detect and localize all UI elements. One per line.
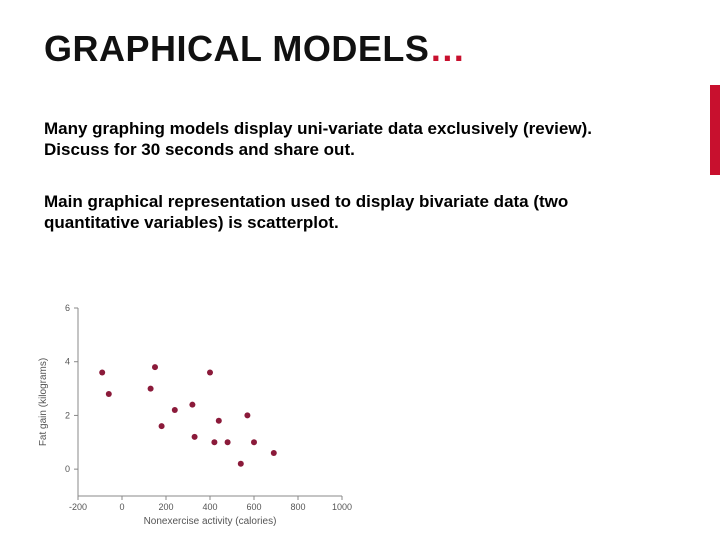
data-point (152, 364, 158, 370)
x-tick-label: 0 (119, 502, 124, 512)
y-tick-label: 2 (65, 410, 70, 420)
x-tick-label: 400 (202, 502, 217, 512)
accent-bar (710, 85, 720, 175)
x-axis-label: Nonexercise activity (calories) (144, 516, 277, 527)
data-point (106, 391, 112, 397)
paragraph-2: Main graphical representation used to di… (44, 191, 604, 234)
y-tick-label: 4 (65, 357, 70, 367)
scatterplot: -200 0 200 400 600 800 1000 0 2 4 6 Nonexercise act… (32, 300, 352, 530)
data-point (244, 412, 250, 418)
x-tick-label: 200 (158, 502, 173, 512)
data-point (251, 439, 257, 445)
data-point (99, 369, 105, 375)
data-point (271, 450, 277, 456)
x-tick-label: -200 (69, 502, 87, 512)
data-point (192, 434, 198, 440)
y-tick-label: 6 (65, 303, 70, 313)
title-text: GRAPHICAL MODELS (44, 28, 429, 69)
x-tick-label: 600 (246, 502, 261, 512)
paragraph-1: Many graphing models display uni-variate… (44, 118, 604, 161)
slide-content: GRAPHICAL MODELS… Many graphing models d… (0, 0, 720, 233)
title-dots: … (429, 28, 466, 69)
data-point (238, 461, 244, 467)
x-tick-label: 800 (290, 502, 305, 512)
x-tick-label: 1000 (332, 502, 352, 512)
data-point (159, 423, 165, 429)
data-point (211, 439, 217, 445)
y-tick-label: 0 (65, 464, 70, 474)
data-point (189, 402, 195, 408)
slide-title: GRAPHICAL MODELS… (44, 28, 676, 70)
data-point (148, 386, 154, 392)
data-point (216, 418, 222, 424)
scatter-svg: -200 0 200 400 600 800 1000 0 2 4 6 Nonexercise act… (32, 300, 352, 530)
y-axis-label: Fat gain (kilograms) (38, 358, 49, 446)
data-point (207, 369, 213, 375)
data-point (225, 439, 231, 445)
data-point (172, 407, 178, 413)
